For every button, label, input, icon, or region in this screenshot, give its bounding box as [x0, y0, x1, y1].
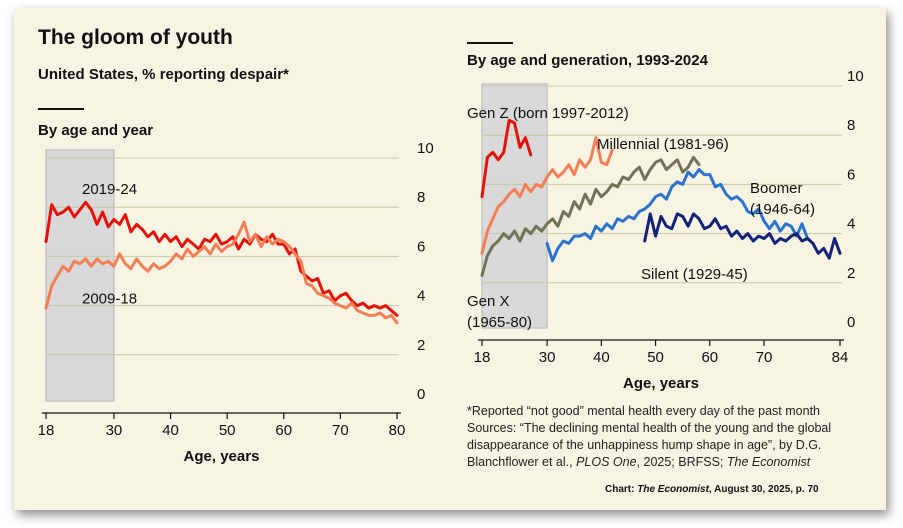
left-heading-rule: [38, 108, 84, 110]
right-label-gen-z: Gen Z (born 1997-2012): [467, 105, 629, 122]
right-heading-rule: [467, 42, 513, 44]
right-x-tick-label: 30: [539, 349, 556, 366]
right-y-tick-label: 0: [847, 314, 855, 331]
right-x-tick-label: 70: [756, 349, 773, 366]
left-x-tick-label: 80: [389, 422, 406, 439]
left-x-tick-label: 30: [106, 422, 123, 439]
left-y-tick-label: 2: [417, 337, 425, 354]
chart-title: The gloom of youth: [38, 26, 233, 49]
right-y-tick-label: 8: [847, 117, 855, 134]
right-x-tick-label: 40: [593, 349, 610, 366]
footnote-line-3: disappearance of the unhappiness hump sh…: [467, 438, 822, 452]
chart-credit: Chart: The Economist, August 30, 2025, p…: [605, 484, 819, 495]
left-y-tick-label: 6: [417, 238, 425, 255]
footnote-line-2: Sources: “The declining mental health of…: [467, 421, 832, 435]
chart-card: The gloom of youth United States, % repo…: [14, 8, 886, 510]
right-x-tick-label: 84: [832, 349, 849, 366]
left-x-tick-label: 40: [162, 422, 179, 439]
footnote-sources: , 2025; BRFSS;: [636, 455, 727, 469]
right-x-tick-label: 18: [474, 349, 491, 366]
left-y-tick-label: 8: [417, 189, 425, 206]
left-y-tick-label: 0: [417, 386, 425, 403]
footnote-line-4: Blanchflower et al., PLOS One, 2025; BRF…: [467, 455, 810, 469]
right-label-silent: Silent (1929-45): [641, 266, 748, 283]
right-chart: 0 2 4 6 8 10 18 30 40 50 60 70 84 Age, years Gen Z (bo…: [467, 68, 864, 392]
left-y-tick-label: 10: [417, 140, 434, 157]
right-y-tick-label: 6: [847, 166, 855, 183]
right-panel-heading: By age and generation, 1993-2024: [467, 52, 708, 69]
right-series-line-silent: [643, 212, 842, 260]
left-x-tick-label: 18: [38, 422, 55, 439]
footnote-journal: PLOS One: [576, 455, 637, 469]
left-x-axis-label: Age, years: [184, 448, 260, 465]
left-x-tick-label: 70: [332, 422, 349, 439]
credit-publication: The Economist: [637, 484, 709, 495]
left-y-tick-label: 4: [417, 288, 425, 305]
left-chart: 0 2 4 6 8 10 18 30 40 50 60 70 80 Age, years 2019-24 20…: [38, 140, 434, 465]
right-label-boomer-years: (1946-64): [750, 201, 815, 218]
left-label-2019-24: 2019-24: [82, 181, 137, 198]
credit-prefix: Chart:: [605, 484, 638, 495]
right-label-boomer: Boomer: [750, 180, 803, 197]
footnote-line-1: *Reported “not good” mental health every…: [467, 404, 820, 418]
right-x-tick-label: 60: [701, 349, 718, 366]
right-label-gen-x: Gen X: [467, 293, 510, 310]
left-series-line-2009-18: [44, 220, 399, 325]
right-y-tick-label: 10: [847, 68, 864, 85]
credit-suffix: , August 30, 2025, p. 70: [708, 484, 819, 495]
left-panel-heading: By age and year: [38, 122, 154, 139]
left-series-line-2019-24: [44, 200, 399, 317]
left-x-tick-label: 50: [219, 422, 236, 439]
right-series-line-millennial: [480, 136, 614, 255]
right-series-line-gen: [480, 118, 533, 199]
right-x-axis-label: Age, years: [623, 375, 699, 392]
left-label-2009-18: 2009-18: [82, 290, 137, 307]
right-series-line-gen: [480, 155, 701, 277]
right-label-millennial: Millennial (1981-96): [597, 136, 729, 153]
right-y-tick-label: 4: [847, 216, 855, 233]
right-x-tick-label: 50: [647, 349, 664, 366]
chart-subtitle: United States, % reporting despair*: [38, 66, 289, 83]
right-series-line-boomer: [545, 168, 809, 263]
left-x-tick-label: 60: [275, 422, 292, 439]
right-y-tick-label: 2: [847, 265, 855, 282]
footnote-publication: The Economist: [726, 455, 811, 469]
footnote-authors: Blanchflower et al.,: [467, 455, 577, 469]
right-label-gen-x-years: (1965-80): [467, 314, 532, 331]
